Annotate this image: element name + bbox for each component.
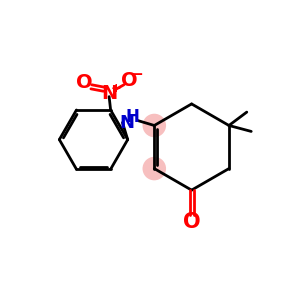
Circle shape xyxy=(142,157,166,180)
Circle shape xyxy=(142,114,166,137)
Text: −: − xyxy=(131,68,143,82)
Text: N: N xyxy=(119,113,134,131)
Text: +: + xyxy=(110,82,121,95)
Text: O: O xyxy=(76,73,93,92)
Text: H: H xyxy=(125,109,139,127)
Text: O: O xyxy=(183,212,200,232)
Text: N: N xyxy=(101,84,117,103)
Text: O: O xyxy=(121,71,137,90)
